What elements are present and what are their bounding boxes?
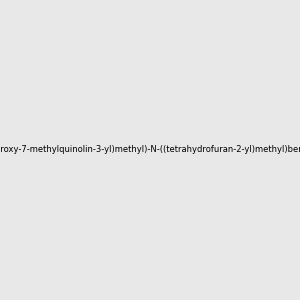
Text: 4-chloro-N-((2-hydroxy-7-methylquinolin-3-yl)methyl)-N-((tetrahydrofuran-2-yl)me: 4-chloro-N-((2-hydroxy-7-methylquinolin-… [0, 146, 300, 154]
